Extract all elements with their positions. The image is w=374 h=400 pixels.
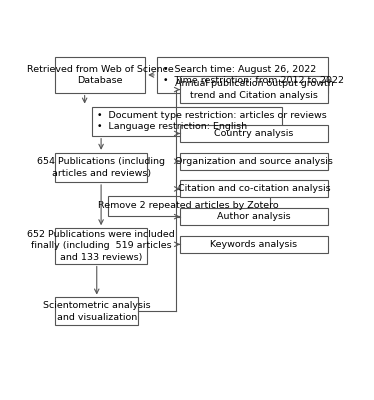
FancyBboxPatch shape	[55, 57, 145, 93]
Text: Citation and co-citation analysis: Citation and co-citation analysis	[178, 184, 330, 194]
Text: Country analysis: Country analysis	[214, 129, 294, 138]
FancyBboxPatch shape	[180, 208, 328, 225]
FancyBboxPatch shape	[157, 57, 328, 93]
FancyBboxPatch shape	[180, 76, 328, 104]
Text: Annual publication output growth
trend and Citation analysis: Annual publication output growth trend a…	[175, 79, 333, 100]
FancyBboxPatch shape	[55, 153, 147, 182]
Text: Remove 2 repeated articles by Zotero: Remove 2 repeated articles by Zotero	[98, 201, 279, 210]
Text: Author analysis: Author analysis	[217, 212, 291, 221]
FancyBboxPatch shape	[108, 196, 270, 216]
FancyBboxPatch shape	[180, 153, 328, 170]
FancyBboxPatch shape	[92, 106, 282, 136]
FancyBboxPatch shape	[180, 180, 328, 197]
Text: Organization and source analysis: Organization and source analysis	[175, 157, 333, 166]
Text: 654 Publications (including
articles and reviews): 654 Publications (including articles and…	[37, 157, 165, 178]
FancyBboxPatch shape	[55, 228, 147, 264]
Text: •  Document type restriction: articles or reviews
•  Language restriction: Engli: • Document type restriction: articles or…	[98, 111, 327, 131]
Text: Keywords analysis: Keywords analysis	[211, 240, 298, 249]
Text: 652 Publications were included
finally (including  519 articles
and 133 reviews): 652 Publications were included finally (…	[27, 230, 175, 262]
Text: Scientometric analysis
and visualization: Scientometric analysis and visualization	[43, 301, 151, 322]
Text: •  Search time: August 26, 2022
•  Time restriction: from 2012 to 2022: • Search time: August 26, 2022 • Time re…	[163, 65, 344, 85]
FancyBboxPatch shape	[180, 125, 328, 142]
Text: Retrieved from Web of Science
Database: Retrieved from Web of Science Database	[27, 65, 174, 85]
FancyBboxPatch shape	[180, 236, 328, 253]
FancyBboxPatch shape	[55, 298, 138, 325]
